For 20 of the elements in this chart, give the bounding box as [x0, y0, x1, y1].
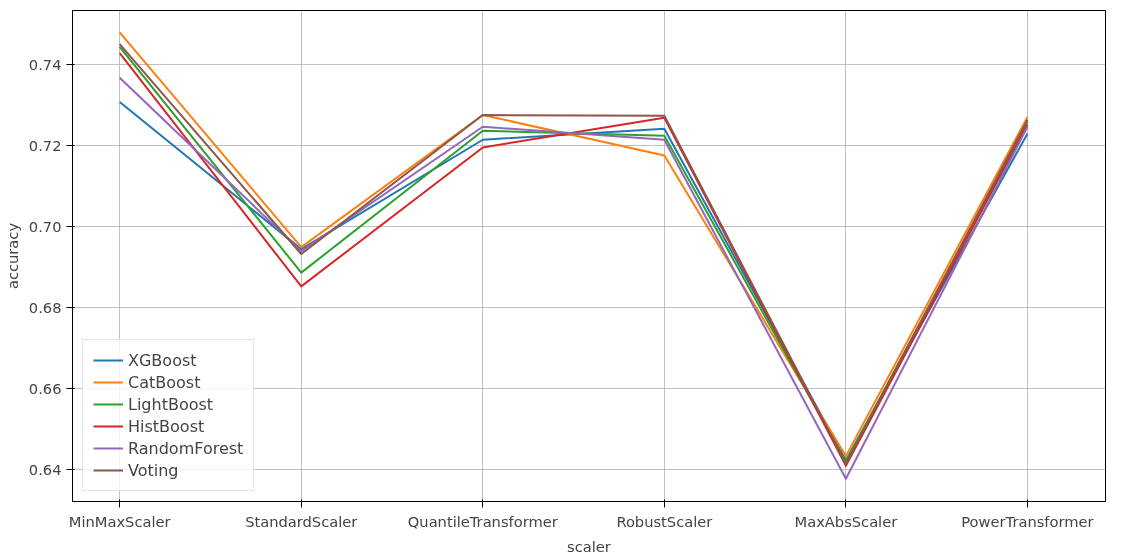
y-tick-label: 0.68 [28, 298, 62, 316]
legend-label: CatBoost [128, 372, 201, 392]
x-axis-title: scaler [567, 537, 612, 555]
legend-label: Voting [128, 460, 179, 480]
x-tick-label: MaxAbsScaler [794, 512, 899, 530]
x-tick-label: QuantileTransformer [407, 512, 559, 530]
y-tick-label: 0.66 [28, 379, 62, 397]
legend-label: RandomForest [128, 438, 244, 458]
y-tick-label: 0.74 [28, 55, 62, 73]
y-axis-title: accuracy [3, 222, 21, 290]
x-tick-label: RobustScaler [616, 512, 714, 530]
y-tick-label: 0.64 [28, 460, 62, 478]
y-tick-label: 0.72 [28, 136, 62, 154]
legend-label: HistBoost [128, 416, 205, 436]
y-tick-label: 0.70 [28, 217, 62, 235]
legend-label: XGBoost [128, 350, 197, 370]
legend-label: LightBoost [128, 394, 214, 414]
x-tick-label: PowerTransformer [961, 512, 1095, 530]
x-tick-label: MinMaxScaler [68, 512, 172, 530]
x-tick-label: StandardScaler [245, 512, 359, 530]
